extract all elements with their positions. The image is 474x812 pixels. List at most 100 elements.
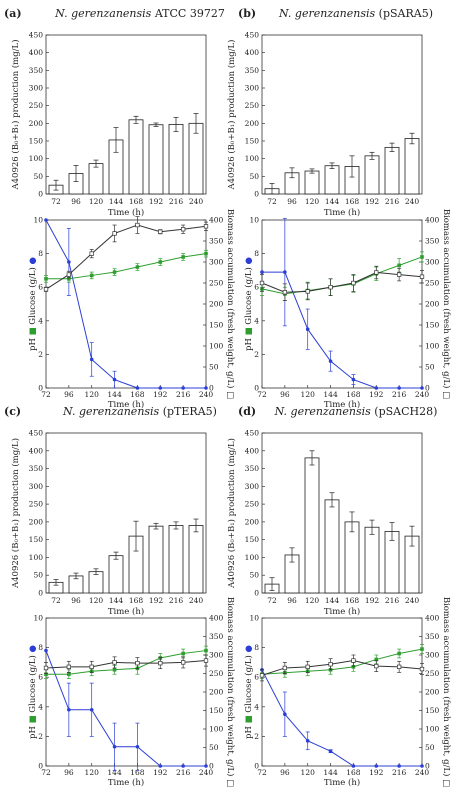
x-tick-label: 120 xyxy=(85,390,100,399)
biomass-point xyxy=(112,660,117,665)
bar xyxy=(304,170,320,195)
right-y-axis-label: Biomass accumulation (fresh weight, g/L)… xyxy=(225,209,236,399)
panel-title-a-strain: ATCC 39727 xyxy=(151,7,225,20)
glucose-series-line xyxy=(45,650,206,767)
ph-point xyxy=(135,265,140,269)
y-axis-label: A40926 (B₀+B₁) production (mg/L) xyxy=(226,39,237,190)
glucose-point xyxy=(374,764,379,768)
biomass-point xyxy=(419,666,425,672)
y-axis-label: A40926 (B₀+B₁) production (mg/L) xyxy=(226,438,237,589)
x-tick-label: 240 xyxy=(199,390,214,399)
left-y-tick-label: 0 xyxy=(38,762,43,771)
ph-point xyxy=(420,255,424,259)
left-y-tick-label: 10 xyxy=(33,216,43,225)
right-y-tick-label: 350 xyxy=(425,237,440,246)
x-tick-label: 120 xyxy=(301,390,316,399)
x-axis-label: Time (h) xyxy=(108,777,144,788)
y-tick-label: 0 xyxy=(254,589,259,598)
ph-point xyxy=(397,263,401,268)
x-tick-label: 96 xyxy=(280,390,290,399)
x-axis-label: Time (h) xyxy=(108,207,144,218)
ph-point xyxy=(67,277,71,281)
x-axis-label: Time (h) xyxy=(324,207,360,218)
ph-point xyxy=(44,672,48,677)
bar-chart-a: 0 50 100 150 200 250 300 350 400 450 72 96 120 144 168… xyxy=(10,31,207,218)
left-y-axis-label-part: ● xyxy=(28,257,38,264)
left-y-tick-label: 6 xyxy=(38,673,43,682)
x-tick-label: 144 xyxy=(109,596,124,605)
x-tick-label: 240 xyxy=(415,768,430,777)
x-tick-label: 120 xyxy=(85,768,100,777)
biomass-point xyxy=(158,660,163,666)
right-y-tick-label: 400 xyxy=(425,216,440,225)
left-y-tick-label: 10 xyxy=(33,614,43,623)
x-tick-label: 240 xyxy=(189,197,204,206)
left-y-axis-label-part: ■ xyxy=(28,715,38,723)
y-tick-label: 450 xyxy=(29,429,44,438)
right-y-tick-label: 100 xyxy=(209,342,224,351)
ph-series-line xyxy=(261,648,423,675)
x-tick-label: 240 xyxy=(199,768,214,777)
bar xyxy=(304,457,320,594)
x-tick-label: 192 xyxy=(369,390,384,399)
bar-chart-d: 0 50 100 150 200 250 300 350 400 450 72 96 120 144 168… xyxy=(226,429,423,617)
left-y-axis-label-group: pH ■ Glucose (g/L) ● xyxy=(27,645,38,739)
glucose-point xyxy=(420,386,424,390)
glucose-point xyxy=(44,648,48,653)
biomass-point xyxy=(43,287,49,292)
plot-frame xyxy=(261,219,423,389)
left-y-axis-label-part: pH xyxy=(244,723,254,739)
y-tick-label: 450 xyxy=(29,31,44,40)
glucose-point xyxy=(158,764,163,768)
right-y-tick-label: 400 xyxy=(425,614,440,623)
right-y-tick-label: 0 xyxy=(425,384,430,393)
biomass-point xyxy=(351,658,356,663)
panel-label-c: (c) xyxy=(4,405,21,418)
left-y-tick-label: 8 xyxy=(254,249,259,258)
right-y-tick-label: 200 xyxy=(209,688,224,697)
right-y-tick-label: 150 xyxy=(209,321,224,330)
biomass-point xyxy=(259,280,265,286)
right-y-tick-label: 150 xyxy=(425,321,440,330)
bar xyxy=(384,146,400,195)
right-y-tick-label: 350 xyxy=(425,632,440,641)
x-tick-label: 120 xyxy=(89,197,104,206)
left-y-tick-label: 6 xyxy=(254,283,259,292)
x-tick-label: 96 xyxy=(64,768,74,777)
plot-frame xyxy=(261,34,423,195)
glucose-point xyxy=(283,270,287,274)
glucose-point xyxy=(374,386,379,390)
right-y-tick-label: 250 xyxy=(425,279,440,288)
left-y-axis-label-part: Glucose (g/L) xyxy=(27,264,38,327)
x-tick-label: 192 xyxy=(153,390,168,399)
ph-point xyxy=(44,277,48,281)
x-tick-label: 72 xyxy=(267,197,277,206)
glucose-point xyxy=(397,764,401,768)
x-tick-label: 96 xyxy=(280,768,290,777)
x-tick-label: 240 xyxy=(405,596,420,605)
y-tick-label: 200 xyxy=(245,517,260,526)
plot-frame xyxy=(45,219,207,389)
left-y-axis-label-group: pH ■ Glucose (g/L) ● xyxy=(27,257,38,351)
ph-point xyxy=(112,668,117,672)
right-y-axis-label: Biomass accumulation (fresh weight, g/L)… xyxy=(441,597,452,787)
biomass-point xyxy=(351,280,356,286)
right-y-tick-label: 100 xyxy=(209,725,224,734)
x-tick-label: 168 xyxy=(129,197,144,206)
bar xyxy=(188,122,204,195)
left-y-tick-label: 6 xyxy=(254,673,259,682)
right-y-tick-label: 150 xyxy=(425,706,440,715)
y-tick-label: 400 xyxy=(245,48,260,57)
left-y-tick-label: 8 xyxy=(38,643,43,652)
panel-label-b: (b) xyxy=(238,7,256,20)
panel-title-c-species: N. gerenzanensis xyxy=(62,405,160,418)
y-tick-label: 200 xyxy=(29,517,44,526)
y-tick-label: 300 xyxy=(29,482,44,491)
x-tick-label: 72 xyxy=(51,596,61,605)
y-tick-label: 100 xyxy=(29,154,44,163)
x-tick-label: 120 xyxy=(305,596,320,605)
glucose-point xyxy=(181,386,185,390)
